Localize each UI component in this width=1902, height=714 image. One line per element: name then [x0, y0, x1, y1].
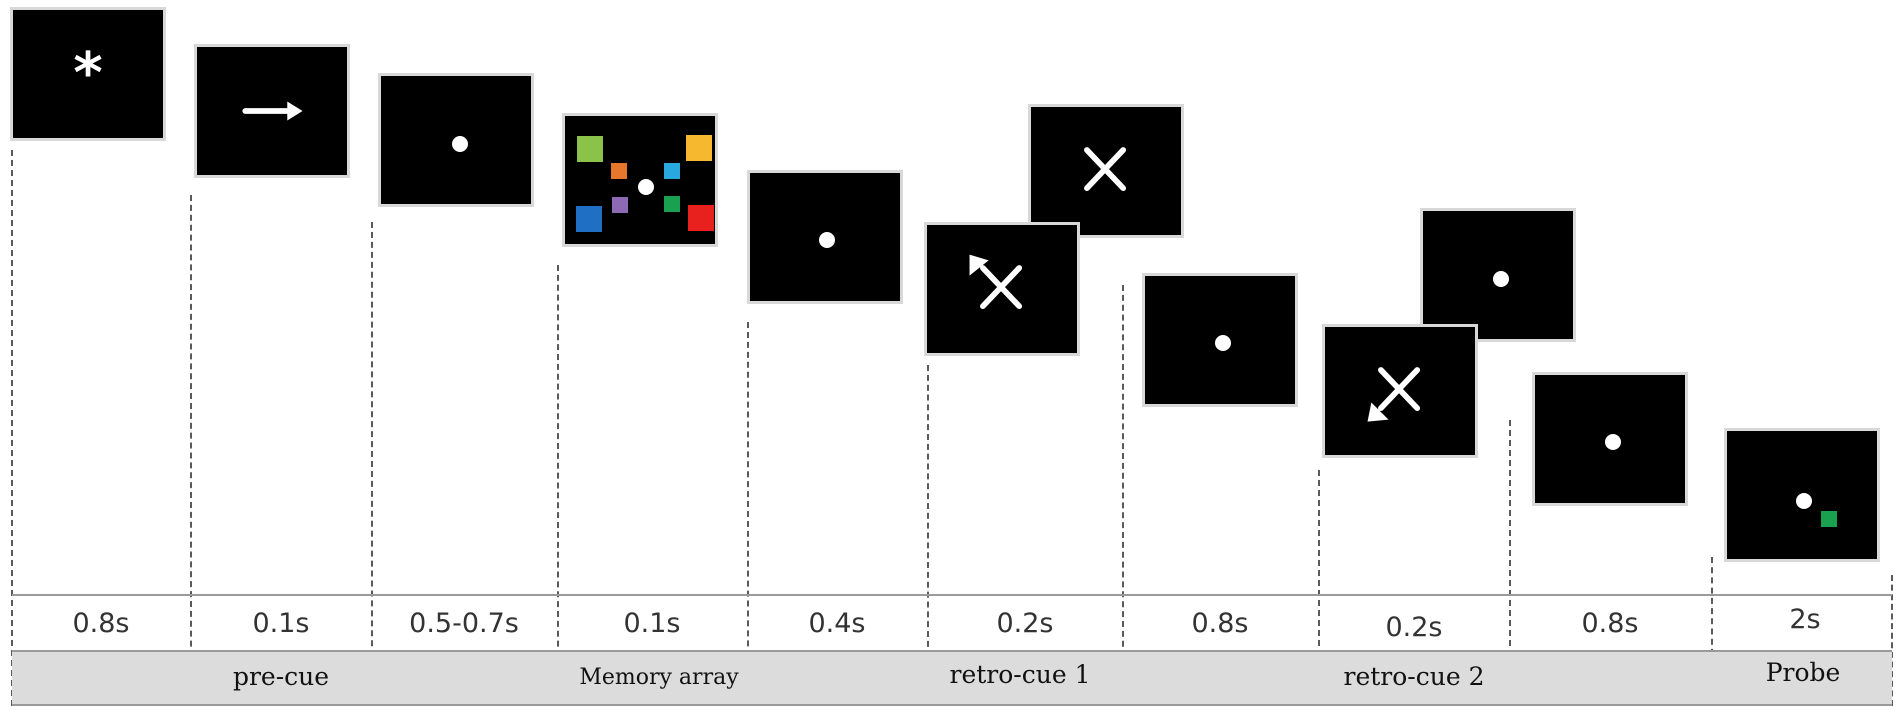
screen-asterisk: *	[10, 7, 166, 141]
divider-line	[1711, 557, 1713, 706]
duration-label: 0.4s	[808, 608, 866, 639]
fixation-dot	[1605, 434, 1621, 450]
probe-square	[1821, 511, 1837, 527]
screen-retro-cue-1	[924, 222, 1080, 356]
duration-label: 0.1s	[623, 608, 681, 639]
divider-line	[11, 150, 13, 706]
duration-label: 0.2s	[996, 608, 1054, 639]
memory-square	[577, 136, 603, 162]
retro-cue-2-icon	[1367, 367, 1421, 422]
duration-row	[12, 594, 1892, 652]
memory-square	[664, 163, 680, 179]
memory-square	[612, 197, 628, 213]
screen-pre-cue	[194, 44, 350, 178]
duration-label: 0.8s	[1191, 608, 1249, 639]
phase-label: Memory array	[579, 665, 739, 690]
divider-line	[371, 222, 373, 706]
duration-label: 0.8s	[72, 608, 130, 639]
screen-fixation	[378, 73, 534, 207]
divider-line	[927, 365, 929, 706]
screen-fixation	[1420, 208, 1576, 342]
screen-fixation	[1532, 372, 1688, 506]
divider-line	[1122, 285, 1124, 706]
divider-line	[557, 265, 559, 706]
screen-retro-cue-2	[1322, 324, 1478, 458]
phase-label-band	[12, 650, 1892, 706]
phase-label: pre-cue	[232, 662, 330, 691]
duration-label: 0.5-0.7s	[409, 608, 519, 639]
memory-square	[688, 205, 714, 231]
memory-square	[576, 206, 602, 232]
duration-label: 0.1s	[252, 608, 310, 639]
arrow-right-icon	[242, 101, 303, 121]
memory-square	[664, 196, 680, 212]
screen-memory-array	[562, 113, 718, 247]
screen-fixation	[1142, 273, 1298, 407]
phase-label: Probe	[1765, 658, 1841, 687]
fixation-dot	[1493, 271, 1509, 287]
divider-line	[1318, 470, 1320, 706]
memory-square	[611, 163, 627, 179]
duration-label: 0.2s	[1385, 612, 1443, 643]
memory-square	[686, 135, 712, 161]
phase-label: retro-cue 2	[1343, 662, 1485, 691]
fixation-dot	[452, 136, 468, 152]
fixation-dot	[819, 232, 835, 248]
divider-line	[1891, 575, 1893, 706]
screen-fixation	[747, 170, 903, 304]
fixation-dot	[638, 179, 654, 195]
duration-label: 2s	[1789, 604, 1821, 635]
retro-cue-1-icon	[969, 254, 1023, 310]
asterisk-icon: *	[73, 41, 103, 106]
screen-retro-cue-x	[1028, 104, 1184, 238]
screen-probe	[1724, 428, 1880, 562]
divider-line	[190, 195, 192, 706]
cross-icon	[1084, 147, 1127, 192]
fixation-dot	[1796, 493, 1812, 509]
fixation-dot	[1215, 335, 1231, 351]
duration-label: 0.8s	[1581, 608, 1639, 639]
divider-line	[747, 322, 749, 706]
phase-label: retro-cue 1	[949, 660, 1091, 689]
divider-line	[1509, 420, 1511, 706]
